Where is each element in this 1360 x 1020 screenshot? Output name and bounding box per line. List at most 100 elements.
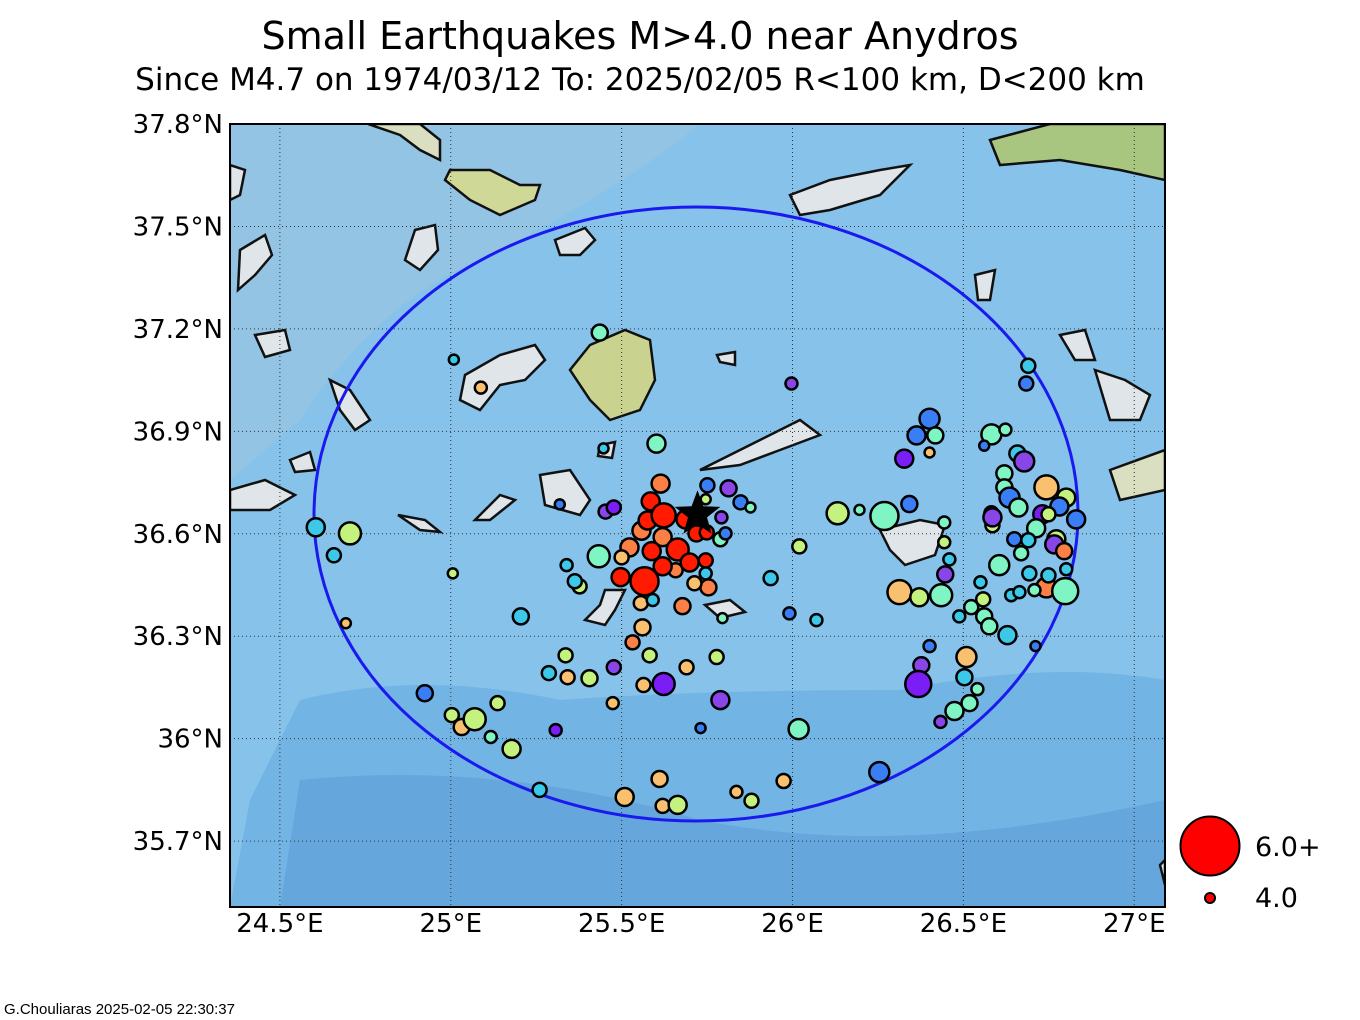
earthquake-point <box>775 772 792 790</box>
island <box>1108 448 1165 502</box>
y-tick-label: 36.3°N <box>133 622 223 652</box>
island <box>471 493 518 522</box>
earthquake-point <box>540 664 558 682</box>
earthquake-point <box>744 501 757 514</box>
earthquake-point <box>944 700 965 722</box>
earthquake-point <box>339 616 353 630</box>
earthquake-point <box>511 607 531 626</box>
earthquake-point <box>1050 576 1080 606</box>
earthquake-point <box>791 538 808 555</box>
island <box>230 163 247 202</box>
earthquake-point <box>305 517 327 538</box>
earthquake-point <box>952 609 967 624</box>
map-title: Small Earthquakes M>4.0 near Anydros <box>261 14 1019 58</box>
earthquake-point <box>718 526 733 541</box>
y-tick-label: 37.8°N <box>133 110 223 140</box>
island <box>1058 328 1097 362</box>
earthquake-point <box>548 722 563 738</box>
earthquake-point <box>900 494 919 514</box>
earthquake-point <box>926 426 945 445</box>
earthquake-point <box>936 515 952 530</box>
shallow-sea <box>230 124 700 480</box>
islands <box>230 124 1165 886</box>
main-event-star-icon <box>674 490 721 534</box>
x-tick-label: 25°E <box>420 909 483 939</box>
earthquake-point <box>483 729 498 745</box>
earthquake-point <box>614 786 635 808</box>
earthquake-point <box>1040 567 1057 584</box>
island <box>230 478 298 512</box>
earthquake-point <box>762 569 779 587</box>
earthquake-points <box>305 323 1087 816</box>
earthquake-point <box>473 380 489 395</box>
island-santorini <box>582 588 628 627</box>
island-astypalaia <box>878 518 947 567</box>
earthquake-point <box>559 557 574 573</box>
earthquake-point <box>729 784 744 800</box>
y-tick-label: 36.6°N <box>133 520 223 550</box>
earthquake-point <box>998 422 1013 437</box>
earthquake-point <box>906 425 927 446</box>
earthquake-point <box>699 477 716 494</box>
earthquake-point <box>942 552 957 567</box>
legend-marker-small <box>1204 892 1216 904</box>
earthquake-point <box>597 442 610 455</box>
earthquake-point <box>710 689 731 711</box>
y-axis-ticks: 37.8°N 37.5°N 37.2°N 36.9°N 36.6°N 36.3°N 36°N… <box>133 110 223 857</box>
earthquake-point <box>553 498 567 511</box>
earthquake-point <box>936 565 955 584</box>
earthquake-point <box>1008 497 1029 518</box>
earthquake-point <box>641 647 658 664</box>
earthquake-point <box>1040 506 1057 523</box>
earthquake-point <box>1054 541 1074 561</box>
earthquake-point <box>1058 562 1074 577</box>
x-tick-label: 25.5°E <box>578 909 665 939</box>
earthquake-point <box>787 717 810 741</box>
island-anafi <box>702 598 748 620</box>
earthquake-point <box>922 638 937 654</box>
y-tick-label: 35.7°N <box>133 827 223 857</box>
island <box>397 513 445 534</box>
earthquake-point <box>557 647 574 664</box>
earthquake-point <box>650 769 669 789</box>
y-tick-label: 36.9°N <box>133 417 223 447</box>
earthquake-point <box>650 502 677 529</box>
earthquake-point <box>868 760 891 784</box>
earthquake-point <box>489 694 506 712</box>
legend-label-large: 6.0+ <box>1255 832 1321 863</box>
earthquake-point <box>714 510 729 525</box>
earthquake-point <box>566 572 584 590</box>
x-tick-label: 24.5°E <box>236 909 323 939</box>
earthquake-point <box>613 549 630 566</box>
island <box>788 163 914 217</box>
earthquake-point <box>997 624 1018 646</box>
earthquake-point <box>982 507 1003 528</box>
earthquake-point <box>936 535 952 550</box>
legend: 6.0+ 4.0 <box>1179 815 1321 914</box>
map-subtitle: Since M4.7 on 1974/03/12 To: 2025/02/05 … <box>135 62 1145 98</box>
island-naxos <box>568 328 657 422</box>
earthquake-point <box>635 676 652 694</box>
earthquake-point <box>1018 375 1035 392</box>
earthquake-point <box>716 611 729 625</box>
earthquake-point <box>782 606 797 621</box>
island <box>538 468 592 517</box>
earthquake-point <box>415 683 435 703</box>
earthquake-point <box>678 659 695 676</box>
earthquake-point <box>988 553 1011 577</box>
earthquake-point <box>629 565 660 597</box>
earthquake-point <box>933 714 948 730</box>
island <box>236 233 274 293</box>
earthquake-point <box>697 552 714 569</box>
earthquake-point <box>909 587 930 608</box>
island-amorgos <box>699 418 823 472</box>
island <box>715 350 737 367</box>
earthquake-point <box>1029 639 1042 653</box>
earthquake-point <box>1065 509 1087 530</box>
earthquake-point <box>605 659 623 676</box>
earthquake-point <box>809 612 824 628</box>
earthquake-point <box>977 439 991 452</box>
island <box>553 226 597 257</box>
earthquake-point <box>443 706 461 724</box>
